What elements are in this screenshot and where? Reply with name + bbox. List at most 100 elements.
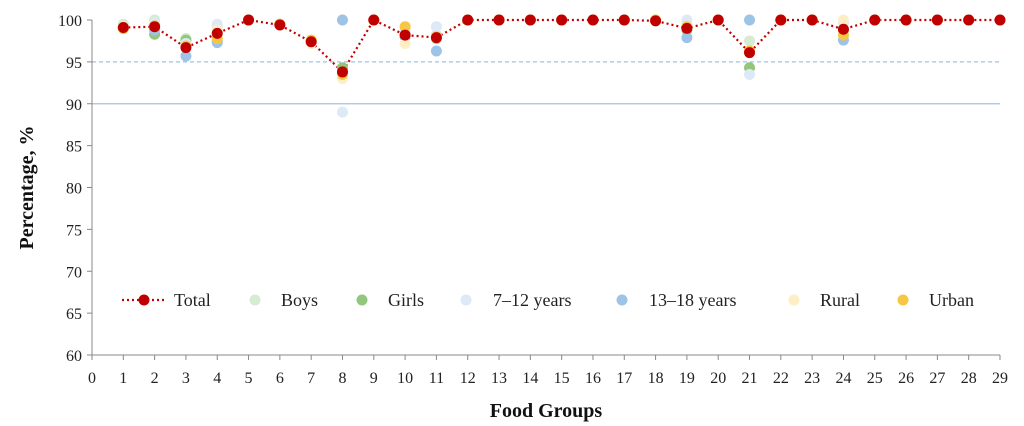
legend-marker-13-18-years (616, 294, 628, 306)
legend-label-urban: Urban (929, 290, 974, 310)
x-tick-label: 20 (710, 370, 726, 387)
x-tick-label: 10 (397, 370, 413, 387)
y-tick-label: 90 (66, 97, 82, 114)
data-point-13-18-years (180, 50, 192, 62)
data-point-total (963, 14, 975, 26)
x-tick-label: 6 (276, 370, 284, 387)
legend-marker-total (138, 294, 150, 306)
x-tick-label: 22 (773, 370, 789, 387)
data-point-total (305, 36, 317, 48)
data-point-total (712, 14, 724, 26)
data-point-total (180, 42, 192, 54)
data-point-total (837, 23, 849, 35)
y-tick-label: 70 (66, 264, 82, 281)
x-tick-label: 26 (898, 370, 914, 387)
data-points (117, 14, 1006, 118)
y-tick-label: 60 (66, 348, 82, 365)
y-tick-label: 100 (58, 13, 82, 30)
x-tick-label: 19 (679, 370, 695, 387)
data-point-7-12-years (430, 21, 442, 33)
data-point-total (274, 19, 286, 31)
x-tick-label: 23 (804, 370, 820, 387)
data-point-rural (837, 14, 849, 26)
x-tick-labels: 0 1 2 3 4 5 6 7 8 9 10 11 12 13 14 15 16 17 18 19 20 21 22 23 24… (88, 370, 1008, 387)
legend-label-7-12-years: 7–12 years (493, 290, 571, 310)
data-point-total (493, 14, 505, 26)
legend-marker-7-12-years (460, 294, 472, 306)
data-point-13-18-years (430, 45, 442, 57)
x-axis-title: Food Groups (490, 400, 603, 422)
data-point-total (211, 27, 223, 39)
legend-label-boys: Boys (281, 290, 318, 310)
legend-label-girls: Girls (388, 290, 424, 310)
x-tick-label: 25 (867, 370, 883, 387)
data-point-urban (399, 21, 411, 33)
x-tick-label: 7 (307, 370, 315, 387)
x-tick-label: 0 (88, 370, 96, 387)
x-tick-label: 15 (554, 370, 570, 387)
data-point-rural (399, 37, 411, 49)
x-tick-label: 8 (338, 370, 346, 387)
x-tick-label: 3 (182, 370, 190, 387)
data-point-total (994, 14, 1006, 26)
x-tick-label: 12 (460, 370, 476, 387)
legend-marker-urban (897, 294, 909, 306)
data-point-total (336, 66, 348, 78)
y-tick-label: 75 (66, 222, 82, 239)
x-tick-label: 11 (429, 370, 444, 387)
data-point-total (243, 14, 255, 26)
legend-marker-rural (788, 294, 800, 306)
data-point-total (931, 14, 943, 26)
y-tick-labels: 60 65 70 75 80 85 90 95 100 (58, 13, 82, 365)
legend-marker-boys (249, 294, 261, 306)
y-tick-label: 80 (66, 181, 82, 198)
data-point-total (556, 14, 568, 26)
x-tick-label: 29 (992, 370, 1008, 387)
data-point-13-18-years (681, 32, 693, 44)
data-point-total (117, 22, 129, 34)
data-point-total (650, 15, 662, 27)
data-point-total (775, 14, 787, 26)
x-tick-label: 28 (961, 370, 977, 387)
data-point-total (806, 14, 818, 26)
x-tick-label: 24 (835, 370, 851, 387)
data-point-total (430, 32, 442, 44)
axes (87, 19, 1001, 360)
legend-marker-girls (356, 294, 368, 306)
x-tick-label: 27 (929, 370, 945, 387)
x-tick-label: 2 (151, 370, 159, 387)
data-point-total (524, 14, 536, 26)
legend-label-rural: Rural (820, 290, 860, 310)
x-tick-label: 4 (213, 370, 221, 387)
data-point-total (399, 29, 411, 41)
reference-lines (92, 61, 1000, 105)
total-series-line (123, 18, 1000, 74)
x-tick-label: 13 (491, 370, 507, 387)
data-point-13-18-years (336, 14, 348, 26)
y-tick-label: 85 (66, 139, 82, 156)
x-tick-label: 1 (119, 370, 127, 387)
data-point-total (681, 22, 693, 34)
x-tick-label: 5 (245, 370, 253, 387)
y-tick-label: 65 (66, 306, 82, 323)
data-point-13-18-years (744, 14, 756, 26)
data-point-boys (744, 35, 756, 47)
x-tick-label: 17 (616, 370, 632, 387)
x-tick-label: 21 (742, 370, 758, 387)
data-point-7-12-years (744, 68, 756, 80)
y-axis-title: Percentage, % (16, 125, 38, 249)
data-point-total (462, 14, 474, 26)
data-point-total (618, 14, 630, 26)
y-tick-label: 95 (66, 55, 82, 72)
data-point-total (587, 14, 599, 26)
data-point-7-12-years (336, 106, 348, 118)
x-tick-label: 14 (522, 370, 538, 387)
series-line-total (123, 18, 1000, 74)
data-point-total (869, 14, 881, 26)
data-point-total (900, 14, 912, 26)
legend-label-total: Total (174, 290, 211, 310)
data-point-total (368, 14, 380, 26)
x-tick-label: 9 (370, 370, 378, 387)
legend: Total Boys Girls 7–12 years 13–18 years Rural… (122, 290, 974, 310)
